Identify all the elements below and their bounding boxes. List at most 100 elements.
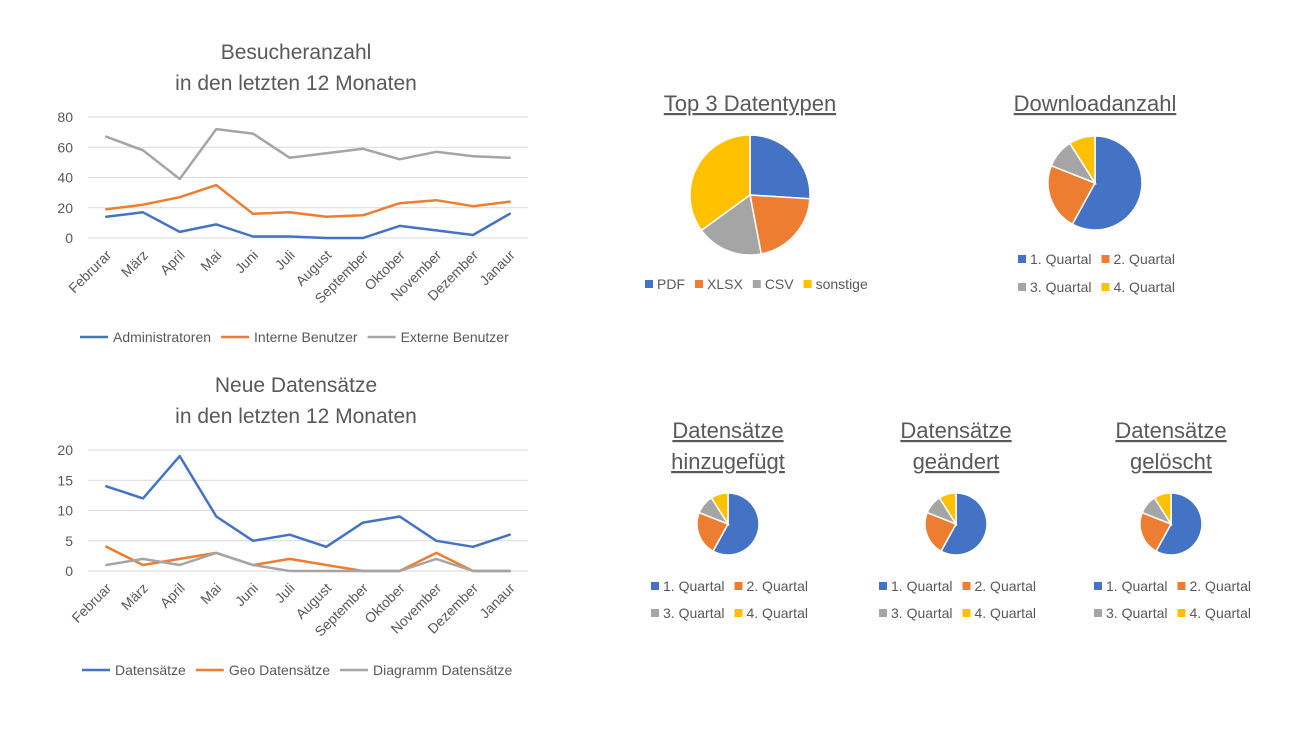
chart-downloads: Downloadanzahl 1. Quartal 2. Quartal 3. Qua…: [1014, 91, 1177, 295]
chart-title-deleted-line-1: Datensätze: [1115, 418, 1226, 443]
legend-label: 1. Quartal: [1106, 578, 1167, 594]
legend-swatch: [734, 609, 743, 617]
pie-slice-1: [1155, 492, 1203, 556]
x-tick-label: Mai: [197, 580, 224, 607]
legend-label: Administratoren: [113, 329, 211, 345]
x-tick-label: Mai: [197, 247, 224, 274]
legend-label: 4. Quartal: [1113, 279, 1174, 295]
legend-label: 2. Quartal: [746, 578, 807, 594]
chart-title-datatypes-line-1: Top 3 Datentypen: [664, 91, 836, 116]
legend-swatch: [1018, 283, 1026, 291]
chart-title-added-line-2: hinzugefügt: [671, 449, 785, 474]
chart-title-changed-line-1: Datensätze: [900, 418, 1011, 443]
legend-label: 4. Quartal: [746, 605, 807, 621]
legend-label: 1. Quartal: [663, 578, 724, 594]
chart-deleted: Datensätze gelöscht 1. Quartal 2. Quartal 3.…: [1094, 418, 1251, 621]
legend-label: 3. Quartal: [663, 605, 724, 621]
x-tick-label: Janaur: [476, 247, 518, 289]
legend-swatch: [651, 582, 659, 590]
legend-swatch: [1094, 582, 1102, 590]
pie-slice-4: [938, 492, 957, 527]
y-tick-label: 5: [65, 533, 73, 549]
legend-swatch: [962, 582, 971, 590]
legend-swatch: [1177, 609, 1186, 617]
legend-swatch: [1094, 609, 1102, 617]
x-tick-label: Janaur: [476, 580, 518, 622]
pie-slice-4: [1068, 135, 1096, 186]
legend-swatch: [879, 582, 887, 590]
legend-label: XLSX: [707, 276, 743, 292]
series-line-2: [105, 183, 511, 219]
y-tick-label: 40: [57, 170, 73, 186]
series-line-3: [105, 127, 511, 181]
legend-label: CSV: [765, 276, 794, 292]
chart-visitors: Besucheranzahl in den letzten 12 Monaten 0…: [57, 41, 528, 345]
legend-swatch: [962, 609, 971, 617]
pie-slice-1: [749, 134, 811, 200]
legend-swatch: [1177, 582, 1186, 590]
pie-slice-3: [700, 193, 763, 256]
chart-title-records-line-1: Neue Datensätze: [215, 374, 377, 397]
legend-swatch: [1101, 255, 1110, 263]
legend-swatch: [752, 280, 761, 288]
legend-label: 4. Quartal: [974, 605, 1035, 621]
x-tick-label: April: [157, 247, 188, 278]
legend-label: 3. Quartal: [1106, 605, 1167, 621]
legend-label: Externe Benutzer: [401, 329, 510, 345]
legend-label: 2. Quartal: [1113, 251, 1174, 267]
legend-label: 3. Quartal: [891, 605, 952, 621]
pie-slice-1: [940, 492, 988, 556]
legend-label: 4. Quartal: [1189, 605, 1250, 621]
legend-label: 2. Quartal: [1189, 578, 1250, 594]
y-tick-label: 10: [57, 503, 73, 519]
x-tick-label: Juni: [232, 247, 261, 276]
x-tick-label: Februrar: [65, 247, 115, 297]
chart-title-records-line-2: in den letzten 12 Monaten: [175, 405, 417, 428]
chart-added: Datensätze hinzugefügt 1. Quartal 2. Quarta…: [651, 418, 808, 621]
legend-swatch: [1018, 255, 1026, 263]
legend-swatch: [645, 280, 653, 288]
pie-slice-1: [712, 492, 760, 556]
legend-swatch: [1101, 283, 1110, 291]
x-tick-label: Juni: [232, 580, 261, 609]
x-tick-label: Juli: [272, 247, 298, 273]
pie-slice-4: [689, 134, 751, 232]
legend-swatch: [651, 609, 659, 617]
legend-label: Diagramm Datensätze: [373, 662, 512, 678]
y-tick-label: 20: [57, 200, 73, 216]
x-tick-label: März: [118, 247, 151, 280]
legend-label: Interne Benutzer: [254, 329, 358, 345]
legend-swatch: [695, 280, 703, 288]
legend-label: Datensätze: [115, 662, 186, 678]
pie-slice-2: [1047, 164, 1097, 226]
chart-title-deleted-line-2: gelöscht: [1130, 449, 1212, 474]
series-line-3: [105, 551, 511, 573]
chart-datatypes: Top 3 Datentypen PDF XLSX CSV sonstige: [645, 91, 868, 292]
legend-swatch: [803, 280, 812, 288]
chart-title-downloads-line-1: Downloadanzahl: [1014, 91, 1177, 116]
legend-label: 1. Quartal: [1030, 251, 1091, 267]
series-line-1: [105, 454, 511, 549]
chart-title-visitors-line-2: in den letzten 12 Monaten: [175, 72, 417, 95]
x-tick-label: April: [157, 580, 188, 611]
chart-changed: Datensätze geändert 1. Quartal 2. Quartal 3.…: [879, 418, 1036, 621]
y-tick-label: 15: [57, 472, 73, 488]
series-line-1: [105, 211, 511, 240]
chart-title-added-line-1: Datensätze: [672, 418, 783, 443]
legend-swatch: [879, 609, 887, 617]
y-tick-label: 20: [57, 442, 73, 458]
x-tick-label: März: [118, 580, 151, 613]
legend-swatch: [734, 582, 743, 590]
pie-slice-4: [710, 492, 729, 527]
y-tick-label: 60: [57, 139, 73, 155]
legend-label: 3. Quartal: [1030, 279, 1091, 295]
legend-label: Geo Datensätze: [229, 662, 330, 678]
pie-slice-4: [1153, 492, 1172, 527]
chart-title-changed-line-2: geändert: [913, 449, 1000, 474]
chart-records: Neue Datensätze in den letzten 12 Monaten…: [57, 374, 528, 678]
y-tick-label: 0: [65, 230, 73, 246]
pie-slice-2: [1139, 511, 1173, 553]
legend-label: PDF: [657, 276, 685, 292]
series-line-2: [105, 545, 511, 573]
